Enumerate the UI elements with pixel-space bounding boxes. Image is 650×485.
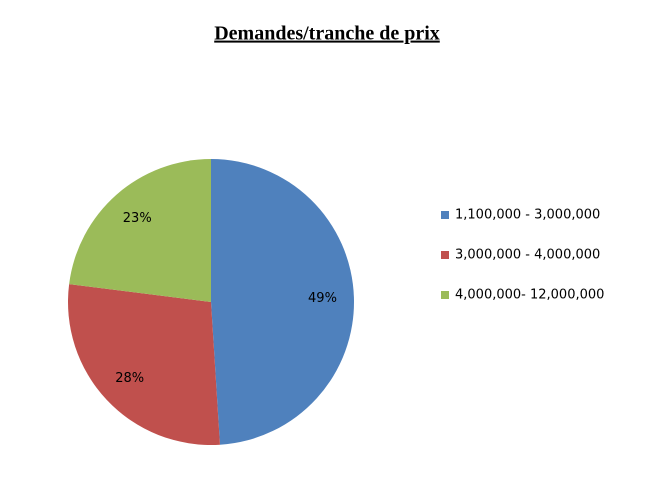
pie-slice	[67, 284, 220, 446]
pie-slice	[211, 159, 354, 445]
legend-swatch	[441, 211, 449, 219]
legend-swatch	[441, 251, 449, 259]
legend-swatch	[441, 291, 449, 299]
legend-label: 4,000,000- 12,000,000	[455, 288, 604, 303]
legend-label: 3,000,000 - 4,000,000	[455, 248, 600, 263]
pie-slice	[69, 159, 211, 302]
legend-label: 1,100,000 - 3,000,000	[455, 208, 600, 223]
data-label: 23%	[123, 211, 152, 226]
data-label: 28%	[115, 371, 144, 386]
data-label: 49%	[308, 291, 337, 306]
chart-title: Demandes/tranche de prix	[214, 23, 440, 45]
